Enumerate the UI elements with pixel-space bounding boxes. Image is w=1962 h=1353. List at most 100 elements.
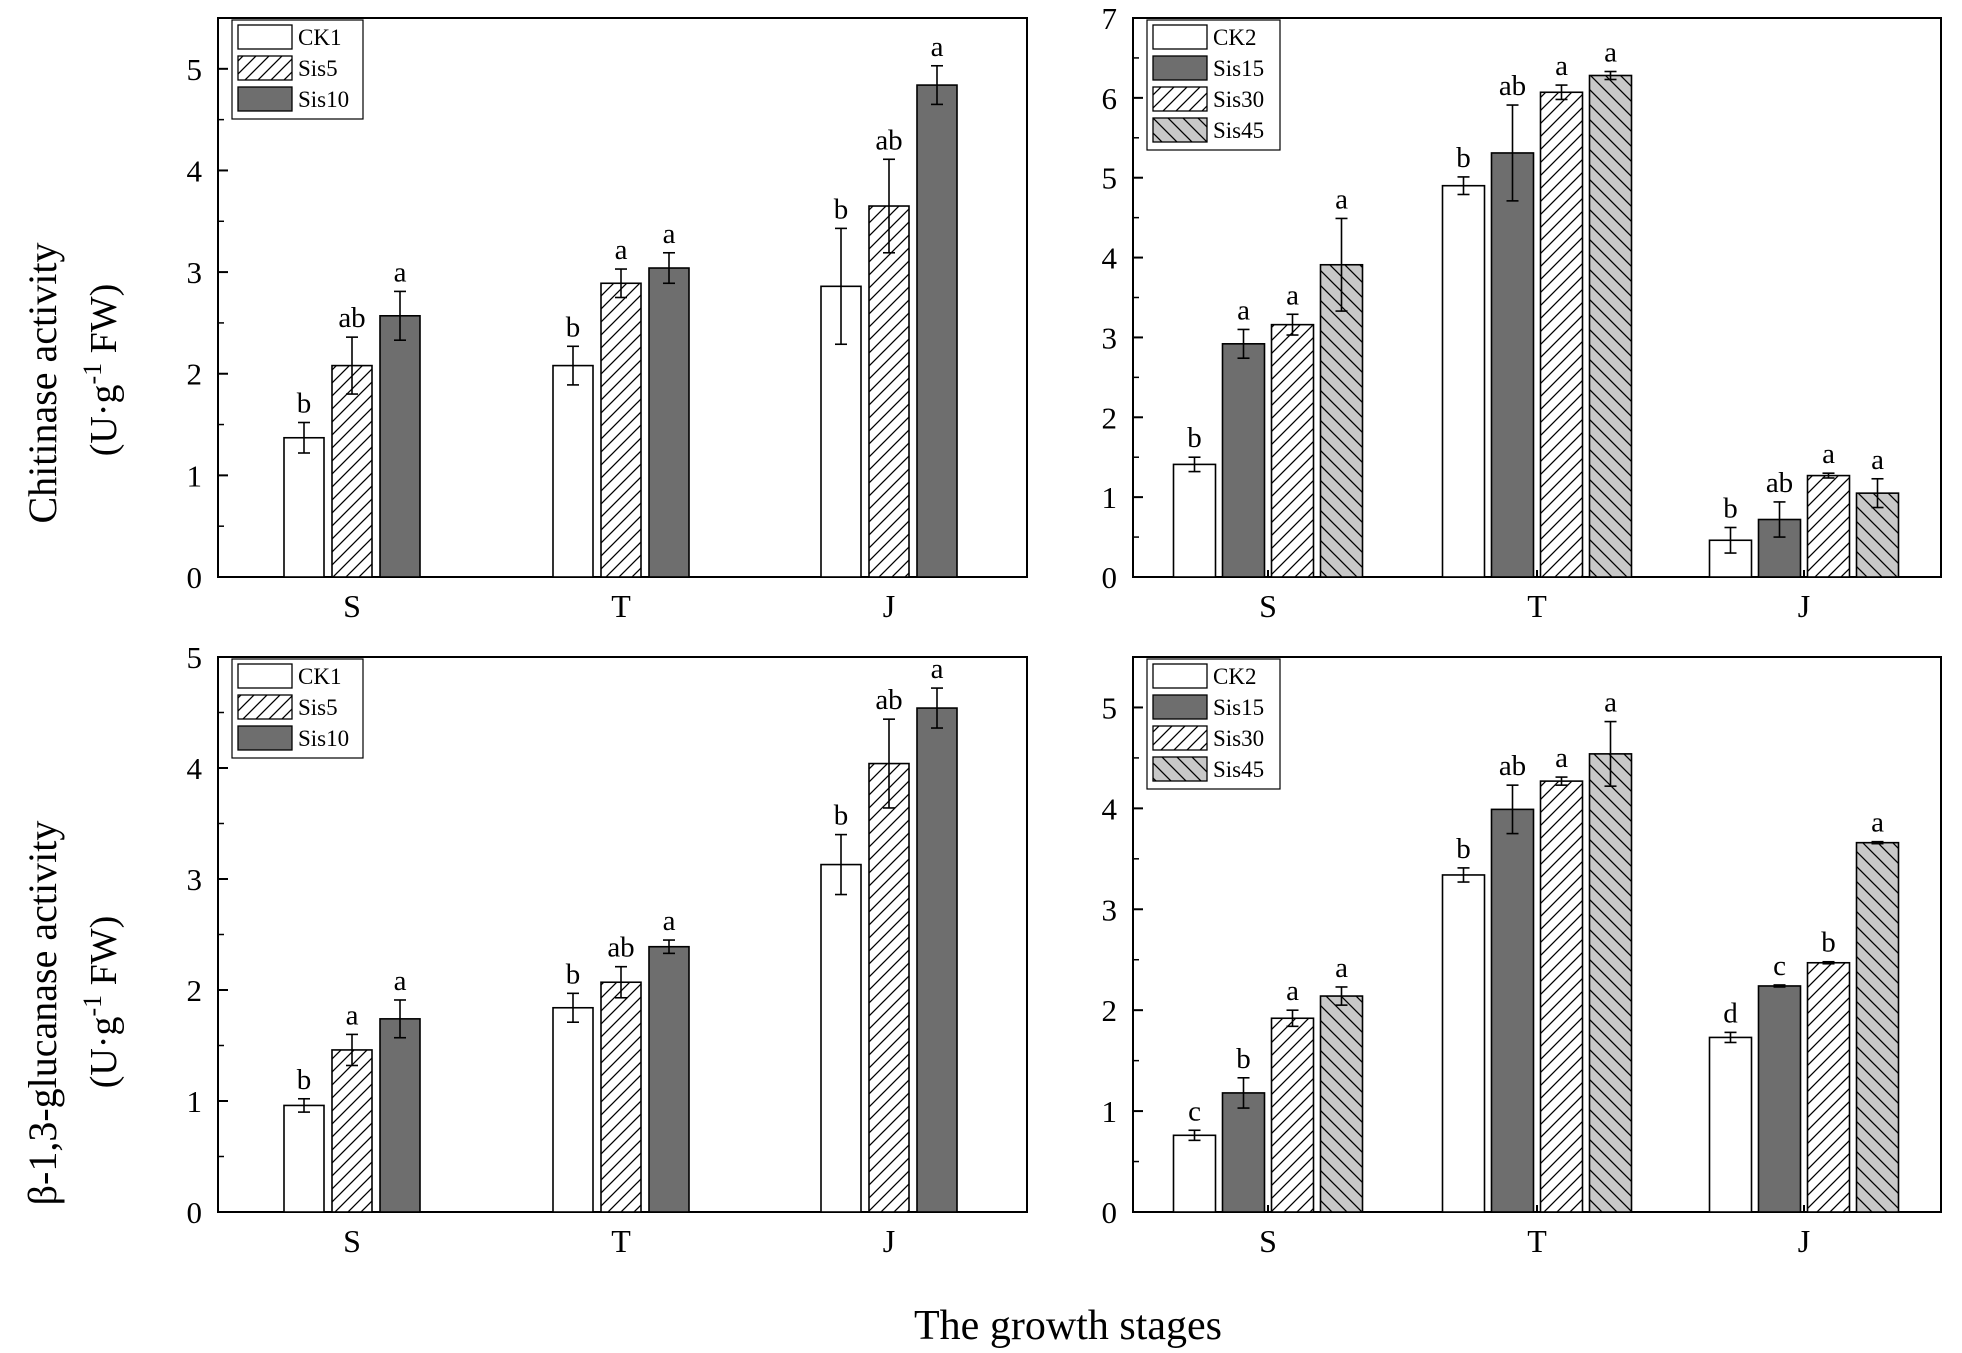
bar-sis45-s — [1319, 995, 1364, 1213]
ylabel-bottom-line1: β-1,3-glucanase activity — [20, 821, 65, 1206]
significance-label: b — [1187, 422, 1202, 454]
bar-ck2-t — [1441, 874, 1486, 1213]
y-tick-label: 4 — [187, 153, 203, 188]
ylabel-bottom-line2-pre: (U·g — [83, 1017, 125, 1089]
x-tick-label: S — [1259, 588, 1277, 624]
legend-swatch-sis30 — [1152, 86, 1208, 112]
bar-ck2-j — [1708, 1036, 1753, 1213]
significance-label: ab — [1499, 750, 1526, 782]
bar-sis15-s — [1221, 1092, 1266, 1213]
significance-label: a — [931, 653, 944, 685]
significance-label: a — [1604, 37, 1617, 69]
y-tick-label: 3 — [1102, 320, 1118, 355]
x-tick-label: J — [1798, 1223, 1810, 1259]
legend-label: Sis30 — [1213, 87, 1264, 112]
ylabel-top-line2-post: FW) — [83, 284, 125, 363]
y-tick-label: 5 — [1102, 690, 1118, 725]
bar-sis10-s — [379, 1018, 421, 1213]
y-tick-label: 4 — [1102, 791, 1118, 826]
significance-label: a — [1335, 183, 1348, 215]
significance-label: c — [1188, 1095, 1201, 1127]
y-tick-label: 5 — [1102, 161, 1118, 196]
x-tick-label: T — [611, 1223, 631, 1259]
bar-ck1-s — [283, 436, 325, 578]
significance-label: a — [394, 965, 407, 997]
bar-sis15-j — [1757, 985, 1802, 1213]
legend-label: Sis5 — [298, 695, 338, 720]
legend-swatch-ck2 — [1152, 663, 1208, 689]
significance-label: b — [297, 388, 312, 420]
bar-ck2-t — [1441, 184, 1486, 578]
y-tick-label: 5 — [187, 52, 203, 87]
bar-sis30-j — [1806, 474, 1851, 578]
bar-sis10-s — [379, 314, 421, 578]
bar-sis30-s — [1270, 323, 1315, 578]
y-tick-label: 6 — [1102, 81, 1118, 116]
x-tick-label: J — [1798, 588, 1810, 624]
y-tick-label: 7 — [1102, 1, 1118, 36]
significance-label: a — [931, 31, 944, 63]
significance-label: a — [1604, 687, 1617, 719]
bar-sis45-s — [1319, 263, 1364, 578]
legend-swatch-sis45 — [1152, 117, 1208, 143]
legend-label: Sis45 — [1213, 757, 1264, 782]
significance-label: d — [1723, 997, 1738, 1029]
ylabel-top-line2-sup: -1 — [78, 363, 107, 385]
bar-ck1-t — [552, 1006, 594, 1213]
bar-sis30-t — [1539, 780, 1584, 1213]
significance-label: ab — [875, 684, 902, 716]
y-tick-label: 3 — [187, 255, 203, 290]
legend-swatch-ck1 — [237, 663, 293, 689]
x-tick-label: S — [1259, 1223, 1277, 1259]
significance-label: a — [1335, 952, 1348, 984]
y-tick-label: 0 — [1102, 560, 1118, 595]
legend-label: Sis15 — [1213, 695, 1264, 720]
legend-label: CK1 — [298, 25, 341, 50]
legend-swatch-sis30 — [1152, 725, 1208, 751]
significance-label: a — [1286, 279, 1299, 311]
significance-label: b — [1456, 833, 1471, 865]
ylabel-top-line1: Chitinase activity — [20, 242, 65, 523]
significance-label: b — [566, 311, 581, 343]
x-tick-label: T — [1527, 588, 1547, 624]
legend-swatch-sis10 — [237, 86, 293, 112]
significance-label: c — [1773, 950, 1786, 982]
legend-label: Sis45 — [1213, 118, 1264, 143]
legend-swatch-sis10 — [237, 725, 293, 751]
bar-sis5-t — [600, 981, 642, 1213]
bar-sis5-s — [331, 364, 373, 578]
significance-label: a — [1822, 438, 1835, 470]
significance-label: a — [1237, 294, 1250, 326]
y-tick-label: 1 — [1102, 1094, 1118, 1129]
y-tick-label: 0 — [187, 560, 203, 595]
bar-sis10-j — [916, 84, 958, 578]
legend-label: CK2 — [1213, 664, 1256, 689]
bar-sis45-t — [1588, 753, 1633, 1213]
legend-swatch-ck2 — [1152, 24, 1208, 50]
legend-label: Sis15 — [1213, 56, 1264, 81]
y-tick-label: 3 — [187, 862, 203, 897]
ylabel-top-line2: (U·g-1 FW) — [78, 284, 125, 457]
x-tick-label: T — [611, 588, 631, 624]
bar-sis45-t — [1588, 74, 1633, 578]
significance-label: b — [297, 1064, 312, 1096]
legend-swatch-sis5 — [237, 694, 293, 720]
bar-sis10-t — [648, 267, 690, 578]
bar-sis30-t — [1539, 91, 1584, 578]
legend-label: CK2 — [1213, 25, 1256, 50]
y-tick-label: 2 — [187, 357, 203, 392]
bar-sis5-j — [868, 762, 910, 1213]
significance-label: a — [1555, 742, 1568, 774]
bar-ck1-j — [820, 863, 862, 1213]
significance-label: a — [663, 218, 676, 250]
x-tick-label: J — [883, 1223, 895, 1259]
ylabel-bottom-line2-sup: -1 — [78, 995, 107, 1017]
significance-label: a — [346, 999, 359, 1031]
y-tick-label: 2 — [1102, 400, 1118, 435]
legend-swatch-sis45 — [1152, 756, 1208, 782]
legend-swatch-sis15 — [1152, 55, 1208, 81]
significance-label: b — [1723, 492, 1738, 524]
